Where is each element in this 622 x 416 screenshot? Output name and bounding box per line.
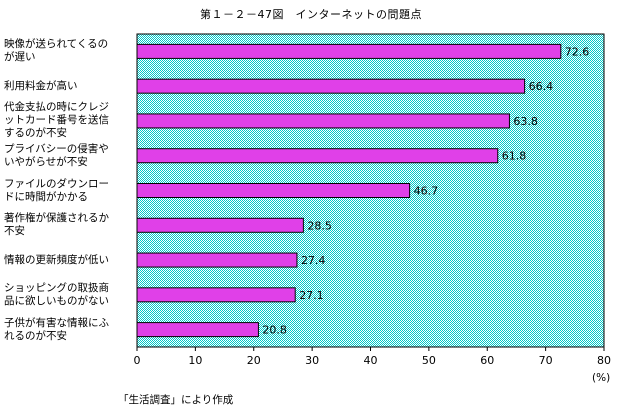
chart-title: 第１－２－47図 インターネットの問題点 [200, 8, 422, 21]
bar-value-label: 61.8 [502, 150, 527, 163]
bar [136, 287, 296, 303]
bar [136, 43, 562, 59]
source-note: 「生活調査」により作成 [118, 394, 234, 406]
x-axis-tick-label: 40 [364, 354, 378, 367]
bar-value-label: 27.1 [299, 289, 324, 302]
bar-value-label: 20.8 [262, 324, 287, 337]
bar-value-label: 28.5 [307, 219, 332, 232]
x-axis-tick-label: 70 [539, 354, 553, 367]
category-label: 情報の更新頻度が低い [4, 253, 109, 266]
category-label: 映像が送られてくるの が遅い [4, 38, 109, 64]
bar-value-label: 63.8 [513, 115, 538, 128]
x-axis-tick-label: 50 [422, 354, 436, 367]
category-label: ショッピングの取扱商 品に欲しいものがない [4, 281, 109, 307]
bar-value-label: 46.7 [414, 185, 439, 198]
category-label: 著作権が保護されるか 不安 [4, 212, 109, 238]
bar [136, 217, 304, 233]
x-axis-tick-label: 80 [597, 354, 611, 367]
x-axis-tick-label: 0 [134, 354, 141, 367]
bar [136, 252, 298, 268]
bar [136, 322, 259, 338]
category-label: 利用料金が高い [4, 79, 78, 92]
x-axis-unit-label: (%) [592, 372, 611, 384]
bar [136, 78, 526, 94]
category-label: 子供が有害な情報にふ れるのが不安 [4, 316, 109, 342]
bar-value-label: 72.6 [565, 45, 590, 58]
bar-value-label: 27.4 [301, 254, 326, 267]
x-axis-tick-label: 30 [305, 354, 319, 367]
category-label: プライバシーの侵害や いやがらせが不安 [4, 142, 109, 168]
x-axis-tick-label: 10 [188, 354, 202, 367]
bar [136, 148, 499, 164]
bar [136, 113, 510, 129]
category-label: 代金支払の時にクレジ ットカード番号を送信 するのが不安 [4, 101, 109, 140]
x-axis-tick-label: 20 [247, 354, 261, 367]
bar [136, 183, 411, 198]
x-axis-tick-label: 60 [480, 354, 494, 367]
bar-value-label: 66.4 [529, 80, 554, 93]
category-label: ファイルのダウンロー ドに時間がかかる [4, 177, 109, 203]
